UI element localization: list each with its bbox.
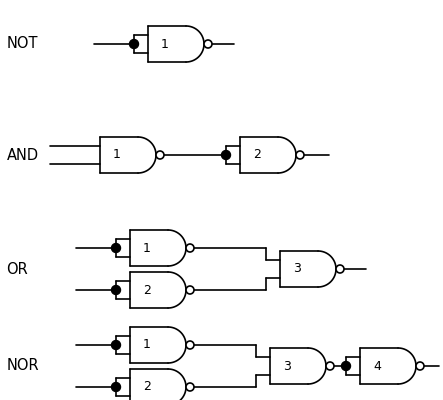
- Text: 1: 1: [143, 242, 151, 254]
- Text: 2: 2: [143, 380, 151, 394]
- Circle shape: [204, 40, 212, 48]
- Text: 2: 2: [143, 284, 151, 296]
- Text: 1: 1: [161, 38, 169, 50]
- Circle shape: [186, 286, 194, 294]
- Text: AND: AND: [7, 148, 39, 162]
- Text: 3: 3: [283, 360, 291, 372]
- Circle shape: [296, 151, 304, 159]
- Text: 2: 2: [253, 148, 261, 162]
- Text: 1: 1: [113, 148, 121, 162]
- Text: 1: 1: [143, 338, 151, 352]
- Circle shape: [336, 265, 344, 273]
- Circle shape: [186, 383, 194, 391]
- Text: NOT: NOT: [7, 36, 38, 52]
- Circle shape: [416, 362, 424, 370]
- Circle shape: [222, 150, 230, 160]
- Circle shape: [326, 362, 334, 370]
- Text: NOR: NOR: [7, 358, 39, 374]
- Text: 3: 3: [293, 262, 301, 276]
- Circle shape: [112, 340, 120, 350]
- Circle shape: [112, 382, 120, 392]
- Circle shape: [112, 286, 120, 294]
- Text: 4: 4: [373, 360, 381, 372]
- Circle shape: [129, 40, 139, 48]
- Circle shape: [156, 151, 164, 159]
- Circle shape: [186, 244, 194, 252]
- Text: OR: OR: [7, 262, 28, 276]
- Circle shape: [342, 362, 350, 370]
- Circle shape: [112, 244, 120, 252]
- Circle shape: [186, 341, 194, 349]
